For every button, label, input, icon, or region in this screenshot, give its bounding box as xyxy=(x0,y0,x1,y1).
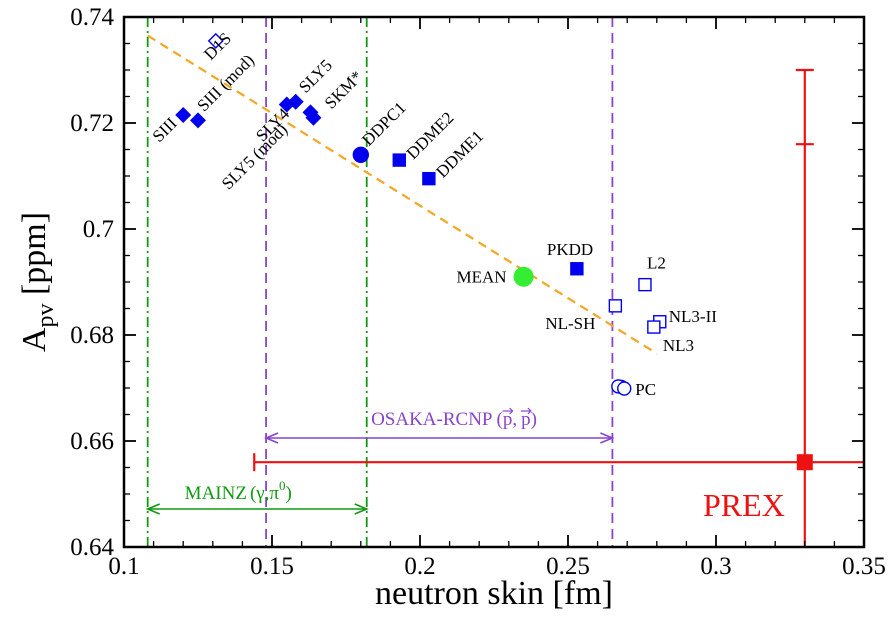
osaka-label: OSAKA-RCNP (p, p) xyxy=(371,409,537,430)
x-axis-title: neutron skin [fm] xyxy=(375,575,613,612)
data-point-label: PKDD xyxy=(547,240,593,259)
y-tick-label: 0.72 xyxy=(70,110,114,137)
data-point-marker xyxy=(608,299,623,313)
mainz-arrowhead-left xyxy=(145,503,160,515)
osaka-arrowhead-right xyxy=(600,432,615,444)
data-point-marker xyxy=(638,277,652,292)
mean-marker xyxy=(513,266,534,287)
osaka-range-annotation: OSAKA-RCNP (p, p) xyxy=(263,407,615,444)
data-point-marker xyxy=(175,107,192,124)
y-tick-label: 0.68 xyxy=(70,322,114,349)
data-point-marker xyxy=(352,146,369,164)
x-tick-label: 0.15 xyxy=(250,553,294,580)
data-point-marker xyxy=(305,109,322,126)
data-point-marker xyxy=(422,171,436,186)
data-point-label: NL3-II xyxy=(669,307,717,326)
y-tick-label: 0.64 xyxy=(70,534,114,561)
axis-ticks xyxy=(123,16,865,548)
data-point-marker xyxy=(570,262,584,276)
data-point-label: NL3 xyxy=(663,336,694,355)
mean-marker-group: MEAN xyxy=(457,266,534,287)
data-point-marker xyxy=(392,153,406,167)
x-tick-label: 0.2 xyxy=(404,553,435,580)
x-tick-label: 0.25 xyxy=(546,553,590,580)
data-point-label: NL-SH xyxy=(545,314,595,333)
data-point-label: L2 xyxy=(647,254,666,273)
y-tick-label: 0.74 xyxy=(70,4,114,31)
prex-measurement: PREX xyxy=(253,68,864,547)
data-point-marker xyxy=(647,320,661,334)
x-tick-label: 0.35 xyxy=(842,553,886,580)
data-point-marker xyxy=(287,93,304,110)
y-axis-title: Apv [ppm] xyxy=(16,212,59,352)
axis-tick-labels: 0.1 0.15 0.2 0.25 0.3 0.35 0.64 0.66 0.68 0.7 0.72… xyxy=(70,4,886,580)
data-point-label: PC xyxy=(635,380,656,399)
data-point-marker xyxy=(190,112,206,129)
data-point-label: SIII (mod) xyxy=(193,51,258,116)
mean-label: MEAN xyxy=(457,268,507,287)
data-point-label: D1S xyxy=(200,29,235,64)
y-tick-label: 0.7 xyxy=(83,216,114,243)
mainz-arrowhead-right xyxy=(354,503,369,515)
prex-marker xyxy=(796,454,813,471)
trend-line xyxy=(147,34,658,355)
mainz-label: MAINZ (γ,π0) xyxy=(185,478,292,504)
vector-arrow-icons xyxy=(502,407,532,415)
prex-label: PREX xyxy=(703,487,785,523)
x-tick-label: 0.1 xyxy=(108,553,139,580)
data-point-marker xyxy=(207,32,224,49)
mainz-range-annotation: MAINZ (γ,π0) xyxy=(145,478,369,515)
data-point-marker xyxy=(617,381,632,396)
y-tick-label: 0.66 xyxy=(70,428,114,455)
data-point-label: SIII xyxy=(149,114,181,146)
osaka-arrowhead-left xyxy=(263,432,279,444)
x-tick-label: 0.3 xyxy=(700,553,731,580)
